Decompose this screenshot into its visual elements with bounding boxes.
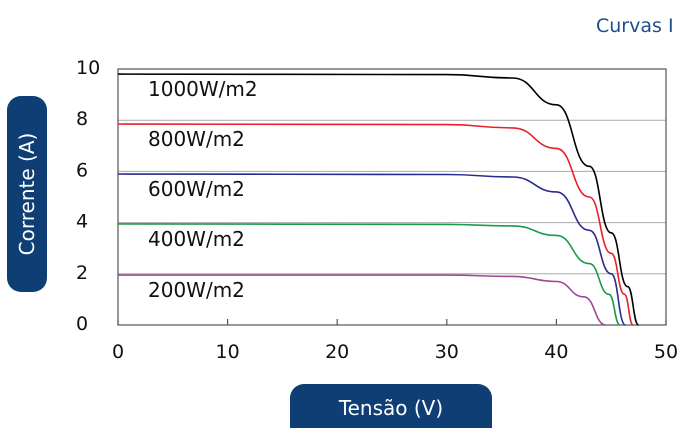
series-labels: 1000W/m2 800W/m2 600W/m2 400W/m2 200W/m2 xyxy=(148,77,258,302)
series-line xyxy=(118,274,606,326)
x-tick-label: 0 xyxy=(112,341,124,363)
x-tick-label: 30 xyxy=(435,341,459,363)
x-axis-label: Tensão (V) xyxy=(290,384,492,428)
series-line xyxy=(117,123,634,326)
series-line xyxy=(117,173,627,326)
grid xyxy=(118,119,666,275)
series-label: 200W/m2 xyxy=(148,278,245,302)
x-tick-label: 50 xyxy=(654,341,678,363)
series-line xyxy=(117,73,640,326)
x-tick-label: 40 xyxy=(544,341,568,363)
y-tick-label: 0 xyxy=(76,313,88,335)
y-tick-label: 10 xyxy=(76,57,100,79)
x-tick-label: 20 xyxy=(325,341,349,363)
series-layer xyxy=(117,73,640,326)
y-tick-label: 6 xyxy=(76,159,88,181)
y-tick-label: 4 xyxy=(76,211,88,233)
series-label: 400W/m2 xyxy=(148,227,245,251)
series-label: 600W/m2 xyxy=(148,177,245,201)
x-tick-label: 10 xyxy=(216,341,240,363)
chart-title: Curvas I xyxy=(596,15,674,37)
series-label: 1000W/m2 xyxy=(148,77,258,101)
y-axis-label-badge xyxy=(7,96,47,292)
y-tick-label: 8 xyxy=(76,108,88,130)
plot-frame xyxy=(117,68,667,326)
x-axis-ticks: 0 10 20 30 40 50 xyxy=(112,319,678,363)
series-label: 800W/m2 xyxy=(148,127,245,151)
y-tick-label: 2 xyxy=(76,262,88,284)
y-axis-ticks: 0 2 4 6 8 10 xyxy=(76,57,100,335)
series-line xyxy=(117,223,621,326)
